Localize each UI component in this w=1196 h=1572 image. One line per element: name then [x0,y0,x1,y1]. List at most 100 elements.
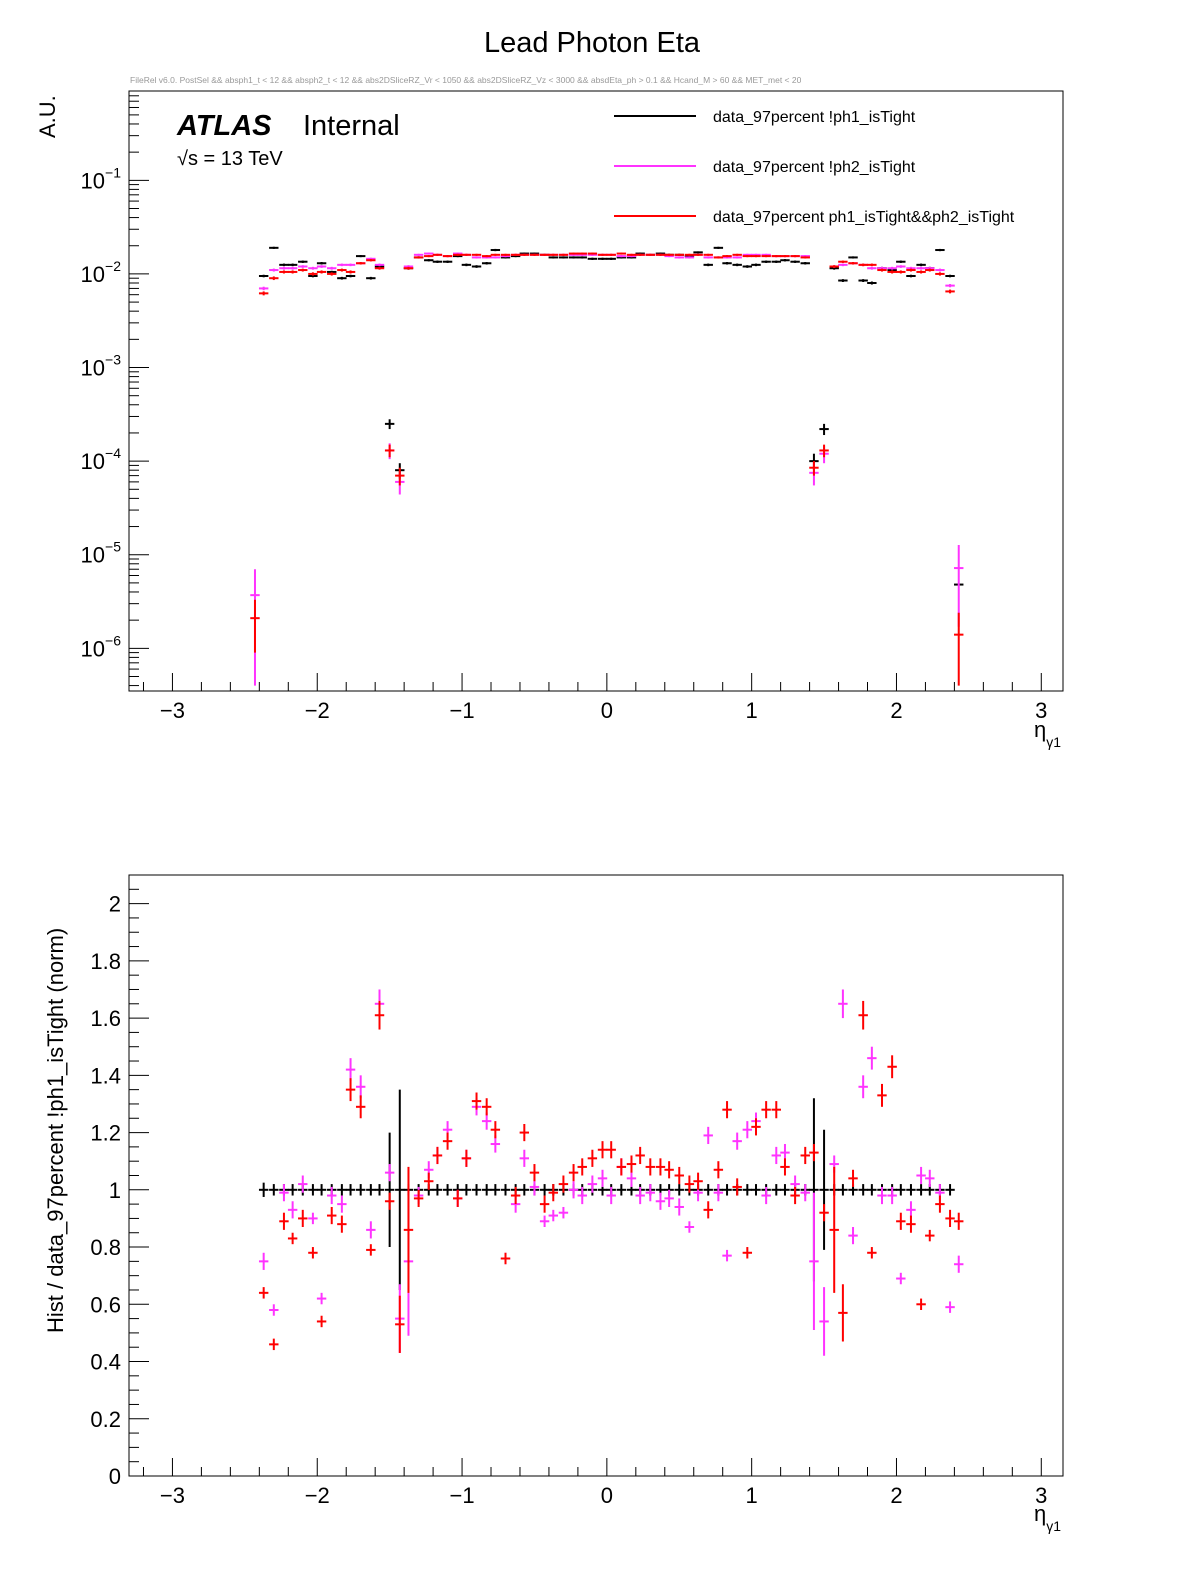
data-point [925,268,935,272]
data-point [587,252,598,255]
data-point [337,1195,347,1213]
data-point [308,272,318,276]
data-point [384,1192,395,1210]
data-point [568,252,579,255]
data-point [500,1252,511,1265]
data-point [800,256,810,259]
data-point [838,1184,848,1196]
data-point [337,263,347,267]
data-point [258,274,269,278]
y-tick-label-exponent: −3 [105,352,121,368]
data-point [558,1206,569,1219]
bottom-x-axis-label-sub: γ1 [1046,1518,1061,1534]
data-point [751,1118,761,1136]
data-point [742,1247,753,1259]
data-point [442,1184,453,1196]
data-point [250,599,260,653]
data-point [664,253,674,256]
data-point [674,256,684,259]
data-point [693,251,703,254]
data-point [761,255,771,258]
data-point [374,1184,385,1196]
data-point [587,1175,598,1193]
data-point [848,1227,858,1245]
top-plot-panel: −3 −2 −1 0 1 2 3 10−610−510−410−310−210−1 A.U.… [35,90,1064,750]
data-point [732,263,742,267]
data-point [432,1146,443,1165]
cut-string: FileRel v6.0. PostSel && absph1_t < 12 &… [130,75,802,85]
data-point [577,256,587,259]
data-point [481,255,492,258]
data-point [395,1089,405,1290]
data-point [432,1184,443,1196]
data-point [703,1126,713,1145]
data-point [858,1075,868,1099]
data-point [308,1247,318,1259]
y-tick-label: 0 [109,1464,121,1489]
y-tick-label: 2 [109,892,121,917]
y-tick-label-exponent: −4 [105,445,121,461]
data-point [780,255,790,258]
data-point [442,1132,453,1150]
x-tick-label: 2 [890,1483,902,1508]
data-point [395,1295,405,1353]
y-tick-label-base: 10 [81,543,105,568]
x-tick-label: 1 [746,698,758,723]
data-point [703,256,713,259]
data-point [258,1287,269,1299]
data-point [316,262,327,265]
data-point [374,266,385,270]
series-1 [250,252,964,686]
data-point [308,1184,318,1196]
data-point [713,1184,724,1202]
data-point [684,253,695,256]
data-point [355,255,366,258]
data-point [424,259,434,262]
data-point [345,270,356,274]
data-point [432,253,443,256]
data-point [413,253,424,256]
data-point [732,1132,742,1150]
data-point [867,1184,877,1196]
data-point [645,1158,656,1176]
data-point [809,1144,819,1162]
data-point [548,1209,558,1222]
data-point [916,1298,926,1311]
data-point [279,270,289,274]
data-point [761,260,771,263]
data-point [896,260,906,263]
data-point [742,1121,753,1139]
data-point [945,1184,955,1196]
data-point [887,1055,897,1079]
data-point [519,1123,530,1142]
bottom-plot-panel: −3 −2 −1 0 1 2 3 0 0.2 0.4 0.6 0.8 1 1.2 1.4 1.6 1.8 2 H… [43,874,1064,1534]
data-point [327,1206,337,1225]
data-point [606,257,616,260]
y-tick-label: 10−1 [81,164,122,193]
data-point [655,1192,666,1210]
data-point [906,268,916,272]
data-point [298,268,308,272]
data-point [337,276,347,280]
bottom-x-axis-label: ηγ1 [1034,1501,1061,1534]
data-point [896,1272,906,1285]
top-x-axis-label-main: η [1034,717,1046,742]
data-point [258,1182,269,1197]
data-point [279,266,289,270]
data-point [529,1178,540,1196]
data-point [790,260,800,263]
data-point [308,266,318,270]
data-point [877,1186,887,1205]
data-point [616,252,627,255]
y-tick-label-base: 10 [81,356,105,381]
data-point [780,1158,790,1176]
data-point [481,262,492,265]
legend-entry: data_97percent ph1_isTight&&ph2_isTight [614,209,1015,226]
data-point [896,1212,906,1230]
data-point [674,1166,684,1185]
y-tick-label: 10−2 [81,258,122,287]
top-y-axis: 10−610−510−410−310−210−1 [81,90,149,687]
data-point [568,1181,579,1199]
series-0 [258,246,964,586]
